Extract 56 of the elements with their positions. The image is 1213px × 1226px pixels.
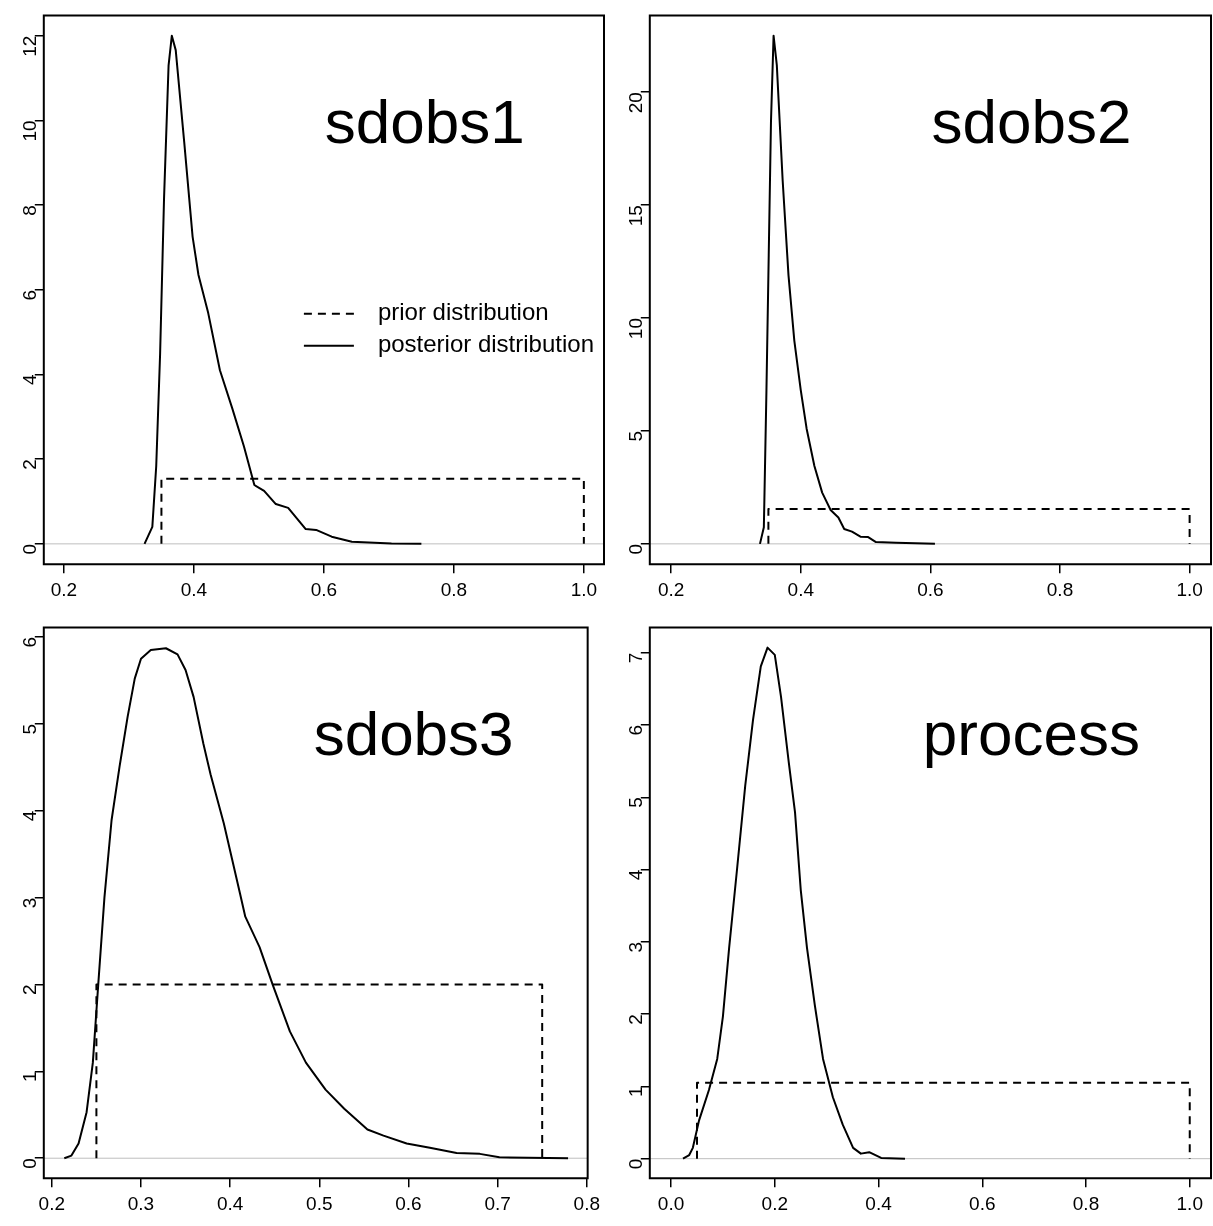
x-tick-label: 0.5	[306, 1192, 333, 1214]
x-tick-label: 0.3	[127, 1192, 155, 1214]
legend-label: posterior distribution	[377, 330, 594, 358]
y-tick-label: 2	[19, 984, 41, 996]
x-tick-label: 0.4	[216, 1192, 244, 1214]
y-tick-label: 1	[19, 1071, 41, 1082]
y-tick-label: 20	[625, 92, 647, 114]
x-tick-label: 0.0	[657, 1192, 685, 1214]
x-tick-label: 0.2	[38, 1192, 66, 1214]
x-tick-label: 0.8	[1072, 1192, 1100, 1214]
y-tick-label: 6	[19, 636, 41, 648]
x-tick-label: 0.2	[657, 578, 685, 600]
y-tick-label: 0	[625, 543, 647, 555]
x-tick-label: 0.8	[440, 578, 468, 600]
y-tick-label: 10	[19, 120, 41, 142]
text: sdobs1	[324, 87, 525, 157]
x-tick-label: 0.2	[761, 1192, 789, 1214]
y-tick-label: 10	[625, 318, 647, 340]
y-tick-label: 7	[625, 652, 647, 664]
x-tick-label: 0.8	[573, 1192, 600, 1214]
y-tick-label: 6	[625, 724, 647, 736]
y-tick-label: 0	[625, 1158, 647, 1170]
text: sdobs2	[931, 87, 1132, 157]
y-tick-label: 2	[19, 459, 41, 470]
y-tick-label: 5	[625, 797, 647, 808]
x-tick-label: 0.6	[310, 578, 338, 600]
y-tick-label: 4	[625, 869, 647, 881]
y-tick-label: 6	[19, 289, 41, 301]
x-tick-label: 0.4	[180, 578, 208, 600]
y-tick-label: 3	[625, 941, 647, 953]
legend-label: prior distribution	[377, 298, 549, 326]
y-tick-label: 5	[19, 723, 41, 735]
y-tick-label: 12	[19, 35, 41, 57]
y-tick-label: 0	[19, 543, 41, 555]
y-tick-label: 2	[625, 1014, 647, 1025]
x-tick-label: 0.6	[917, 578, 944, 600]
y-tick-label: 5	[625, 430, 647, 442]
y-tick-label: 4	[19, 374, 41, 386]
x-tick-label: 0.4	[865, 1192, 893, 1214]
text: process	[922, 699, 1140, 769]
x-tick-label: 1.0	[1176, 578, 1203, 600]
x-tick-label: 0.4	[787, 578, 815, 600]
x-tick-label: 1.0	[570, 578, 598, 600]
x-tick-label: 0.8	[1046, 578, 1074, 600]
text: sdobs3	[313, 699, 514, 769]
y-tick-label: 4	[19, 810, 41, 822]
y-tick-label: 3	[19, 897, 41, 909]
x-tick-label: 0.7	[484, 1192, 511, 1214]
y-tick-label: 0	[19, 1158, 41, 1169]
x-tick-label: 1.0	[1176, 1192, 1203, 1214]
x-tick-label: 0.6	[969, 1192, 996, 1214]
y-tick-label: 15	[625, 205, 647, 227]
x-tick-label: 0.6	[395, 1192, 422, 1214]
y-tick-label: 1	[625, 1086, 647, 1097]
y-tick-label: 8	[19, 205, 41, 216]
x-tick-label: 0.2	[50, 578, 78, 600]
